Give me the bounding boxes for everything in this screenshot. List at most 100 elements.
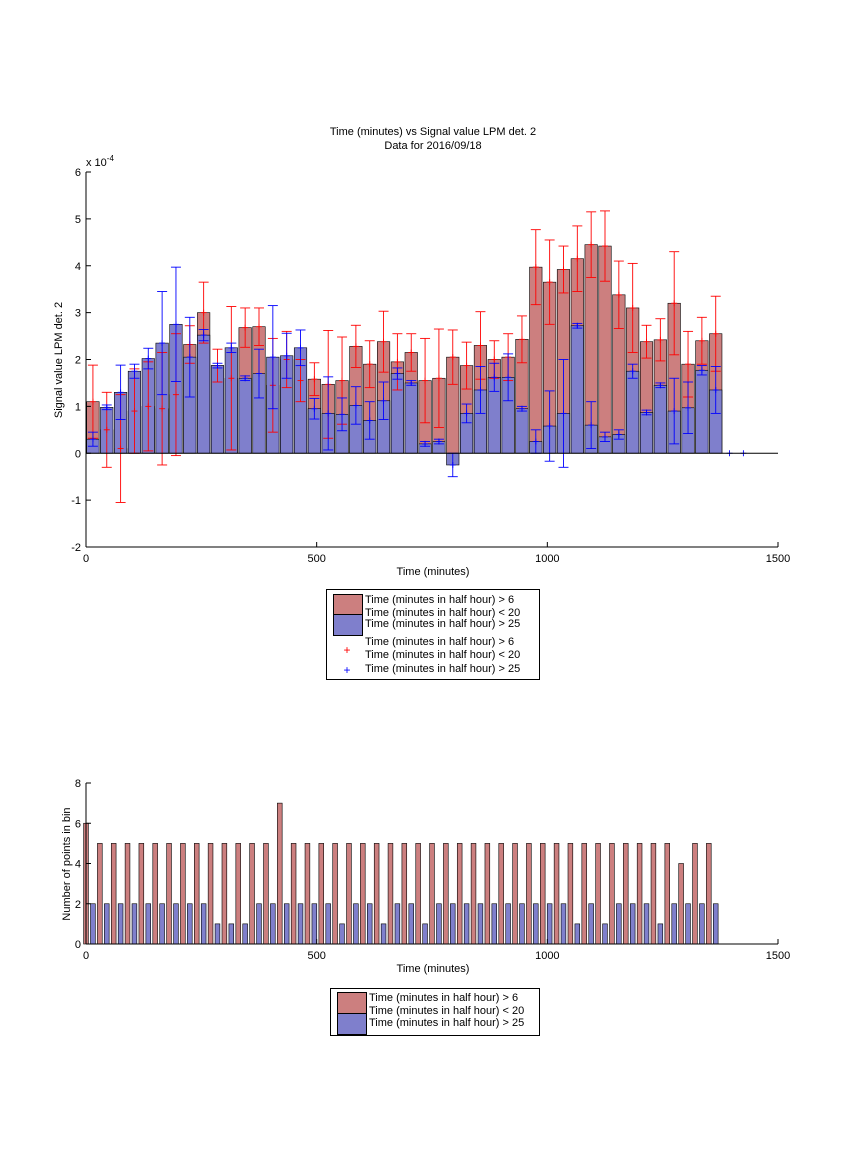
bar (713, 903, 719, 945)
bar (256, 903, 262, 945)
count-y-axis-label: Number of points in bin (61, 807, 73, 920)
bar (505, 903, 511, 945)
bar (581, 843, 587, 945)
bar (277, 802, 283, 945)
count-x-axis-label: Time (minutes) (397, 963, 470, 975)
bar (311, 903, 318, 945)
bar (484, 843, 491, 945)
bar (650, 843, 657, 945)
x-tick-label: 1500 (766, 950, 790, 962)
bar (194, 843, 200, 945)
bar (415, 843, 421, 945)
y-axis-multiplier-base: x 10 (86, 157, 107, 169)
bar (491, 903, 497, 945)
bar (526, 843, 532, 945)
y-tick-label: 0 (75, 939, 81, 951)
bar (519, 903, 525, 945)
bar (671, 903, 677, 945)
legend-swatch-blue (333, 614, 363, 636)
chart-title: Time (minutes) vs Signal value LPM det. … (330, 126, 536, 138)
y-tick-label: 2 (75, 899, 81, 911)
bar (706, 843, 712, 945)
x-tick-label: 0 (83, 950, 89, 962)
bar (138, 843, 145, 945)
y-tick-label: -2 (71, 542, 81, 554)
bar (678, 863, 684, 945)
x-tick-label: 0 (83, 553, 89, 565)
bar (297, 903, 304, 945)
bar (643, 903, 650, 945)
bar (283, 903, 290, 945)
bar (145, 903, 151, 945)
bar (422, 923, 428, 945)
bar (373, 843, 380, 945)
y-tick-label: 0 (75, 448, 81, 460)
bar (249, 843, 255, 945)
bar (546, 903, 553, 945)
bar (560, 903, 567, 945)
y-axis-multiplier-exp: -4 (107, 154, 115, 163)
bar (228, 923, 235, 945)
chart-subtitle: Data for 2016/09/18 (384, 140, 481, 152)
bar (367, 903, 373, 945)
bar (332, 843, 338, 945)
bar (387, 843, 394, 945)
bar (104, 903, 110, 945)
legend-label: Time (minutes in half hour) > 25 (365, 663, 521, 675)
bar (436, 903, 442, 945)
x-tick-label: 500 (307, 950, 325, 962)
y-tick-label: 2 (75, 355, 81, 367)
bar (653, 384, 667, 454)
legend-swatch-red (333, 594, 363, 616)
bar (657, 923, 664, 945)
bar (290, 843, 297, 945)
bar (180, 843, 186, 945)
bar (394, 903, 401, 945)
signal-plot: 0 500 1000 1500 -2 -1 0 1 2 3 4 5 6 (71, 167, 790, 565)
legend-marker-blue: + (343, 663, 351, 677)
bar (242, 923, 248, 945)
y-tick-label: 3 (75, 308, 81, 320)
y-tick-label: 8 (75, 778, 81, 790)
bar (207, 843, 214, 945)
bar (498, 843, 504, 945)
y-tick-label: 5 (75, 214, 81, 226)
bar (404, 382, 418, 454)
bar (353, 903, 359, 945)
bar (263, 843, 269, 945)
x-tick-label: 500 (307, 553, 325, 565)
bar (623, 843, 629, 945)
bar (159, 903, 165, 945)
bar (270, 903, 276, 945)
y-tick-label: 1 (75, 401, 81, 413)
bar (380, 923, 387, 945)
bar (636, 843, 643, 945)
bar (187, 903, 193, 945)
signal-legend: Time (minutes in half hour) > 6 Time (mi… (326, 589, 540, 680)
bar (173, 903, 179, 945)
bar (685, 903, 691, 945)
bar (197, 334, 211, 454)
x-tick-label: 1500 (766, 553, 790, 565)
bar (699, 903, 705, 945)
bar (97, 843, 103, 945)
bar (450, 903, 456, 945)
y-tick-label: 4 (75, 859, 81, 871)
bar (117, 903, 124, 945)
count-legend: Time (minutes in half hour) > 6 Time (mi… (330, 988, 540, 1036)
signal-y-axis-label: Signal value LPM det. 2 (53, 302, 65, 418)
bar (574, 923, 581, 945)
bar (429, 843, 435, 945)
bar (664, 843, 670, 945)
bar (470, 843, 477, 945)
legend-label: Time (minutes in half hour) > 6 Time (mi… (365, 636, 521, 661)
bar (626, 370, 640, 454)
legend-marker-red: + (343, 643, 351, 657)
x-tick-label: 1000 (535, 950, 559, 962)
legend-label: Time (minutes in half hour) > 25 (365, 618, 521, 630)
bar (339, 923, 345, 945)
bar (124, 843, 131, 945)
legend-swatch-red (337, 992, 367, 1014)
bar (360, 843, 366, 945)
bar (540, 843, 546, 945)
